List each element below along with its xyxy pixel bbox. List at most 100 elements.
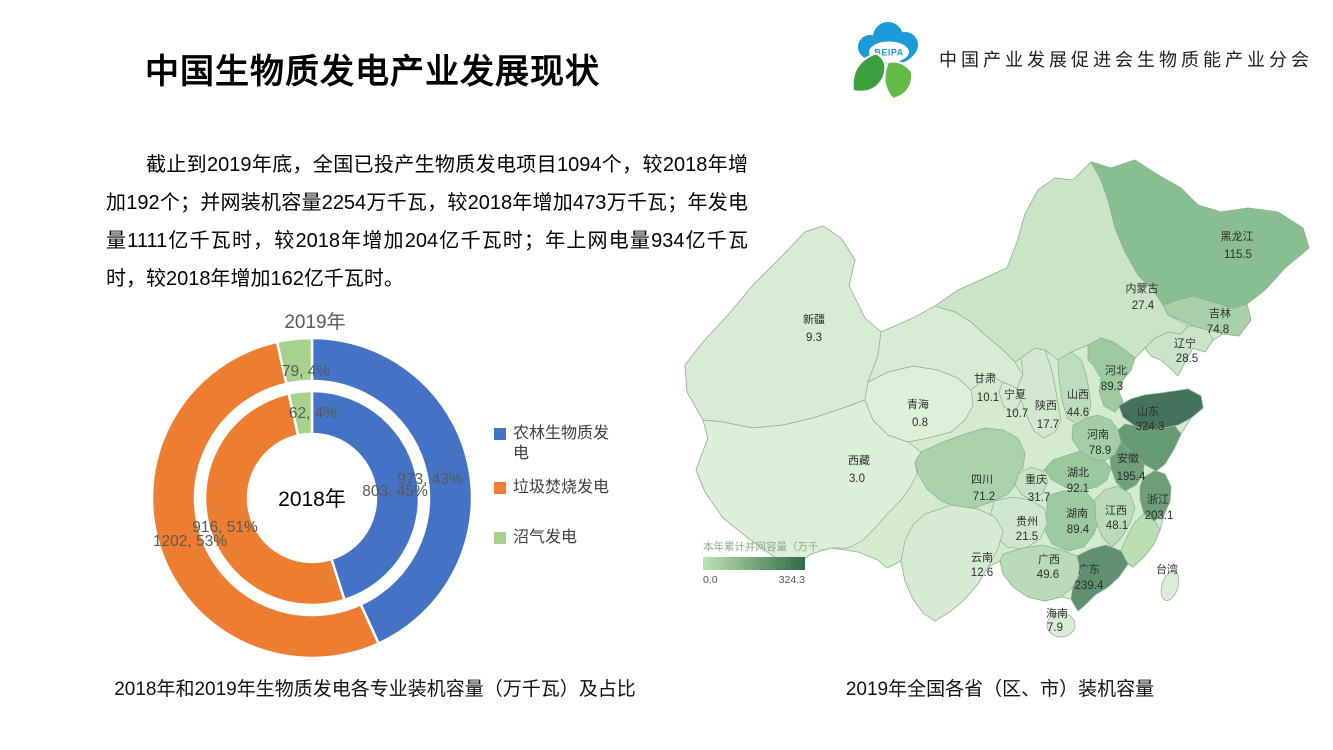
province-name-label: 广西: [1038, 553, 1060, 566]
province-value-label: 10.1: [977, 392, 999, 404]
province-name-label: 西藏: [848, 454, 870, 467]
donut-slice-inner-1: [203, 392, 346, 607]
province-value-label: 12.6: [971, 567, 993, 579]
province-shape: [684, 225, 882, 429]
province-name-label: 安徽: [1117, 451, 1139, 465]
province-shape: [1139, 470, 1172, 522]
province-shape: [900, 504, 1004, 622]
donut-slice-outer-2: [275, 336, 314, 386]
province-name-label: 新疆: [803, 312, 825, 326]
donut-chart-figure: 2019年 2018年 803, 45% 916, 51% 62, 4% 973, 43%…: [100, 310, 680, 670]
legend-swatch-green: [494, 532, 506, 544]
province-value-label: 27.4: [1132, 300, 1155, 312]
legend-swatch-orange: [494, 482, 506, 494]
province-value-label: 10.7: [1006, 408, 1028, 420]
map-legend-min-label: 0.0: [703, 574, 718, 586]
province-value-label: 92.1: [1067, 483, 1089, 495]
province-value-label: 74.8: [1207, 324, 1229, 336]
province-shape: [695, 399, 922, 568]
page-title: 中国生物质发电产业发展现状: [145, 53, 600, 91]
province-value-label: 17.7: [1037, 419, 1059, 431]
province-value-label: 89.3: [1101, 381, 1123, 393]
province-name-label: 广东: [1078, 563, 1100, 576]
province-value-label: 21.5: [1016, 531, 1038, 543]
donut-chart: 2019年 2018年 803, 45% 916, 51% 62, 4% 973, 43%…: [150, 311, 474, 660]
legend-label: 沼气发电: [513, 529, 578, 546]
donut-data-label-inner-2: 62, 4%: [289, 405, 337, 422]
map-legend-title: 本年累计并网容量（万千..: [703, 540, 824, 553]
province-shape: [1016, 347, 1062, 439]
province-name-label: 辽宁: [1174, 336, 1196, 350]
province-value-label: 44.6: [1067, 407, 1089, 419]
province-name-label: 黑龙江: [1221, 230, 1254, 243]
province-value-label: 31.7: [1028, 492, 1050, 504]
left-chart-caption: 2018年和2019年生物质发电各专业装机容量（万千瓦）及占比: [114, 679, 636, 700]
map-legend-gradient-bar: [703, 557, 805, 570]
leaf-icon: [851, 52, 914, 101]
beipa-text: BEIPA: [874, 48, 903, 58]
province-shape: [1162, 295, 1252, 337]
intro-paragraph: 截止到2019年底，全国已投产生物质发电项目1094个，较2018年增加192个…: [106, 154, 748, 290]
province-shape: [1070, 544, 1129, 612]
province-value-label: 28.5: [1176, 353, 1198, 365]
province-name-label: 陕西: [1035, 398, 1057, 412]
china-map-figure: 新疆 9.3 西藏 3.0 青海 0.8 甘肃 10.1 宁夏 10.7 陕西 17.7 山西 44.6 内…: [673, 120, 1333, 680]
donut-center-label-2018: 2018年: [278, 488, 346, 511]
map-legend-max-label: 324.3: [779, 574, 805, 586]
right-chart-caption: 2019年全国各省（区、市）装机容量: [845, 679, 1155, 700]
legend-item-waste-incineration: 垃圾焚烧发电: [494, 478, 613, 498]
province-value-label: 203.1: [1145, 510, 1174, 522]
donut-data-label-outer-1: 1202, 53%: [153, 533, 227, 550]
legend-item-agri-biomass: 农林生物质发电: [494, 424, 613, 464]
beipa-logo-icon: BEIPA: [851, 22, 918, 101]
province-value-label: 49.6: [1037, 569, 1059, 581]
province-value-label: 9.3: [806, 332, 822, 344]
province-shape: [999, 544, 1082, 602]
donut-slice-inner-2: [287, 389, 314, 437]
province-name-label: 海南: [1046, 606, 1068, 620]
legend-swatch-blue: [494, 428, 506, 440]
province-name-label: 湖北: [1067, 466, 1089, 479]
legend-label: 垃圾焚烧发电: [513, 479, 610, 496]
donut-data-label-outer-2: 79, 4%: [282, 363, 330, 380]
province-name-label: 贵州: [1016, 515, 1038, 528]
province-name-label: 山西: [1067, 388, 1089, 401]
province-name-label: 重庆: [1025, 472, 1047, 486]
province-value-label: 48.1: [1106, 520, 1128, 532]
legend-label: 农林生物质发电: [513, 425, 610, 462]
province-shape: [1144, 325, 1214, 377]
province-shape: [1109, 441, 1145, 492]
province-name-label: 宁夏: [1004, 387, 1026, 401]
china-choropleth-map: 新疆 9.3 西藏 3.0 青海 0.8 甘肃 10.1 宁夏 10.7 陕西 17.7 山西 44.6 内…: [684, 159, 1310, 638]
province-name-label: 云南: [971, 551, 993, 564]
province-shape: [1094, 485, 1136, 548]
province-value-label: 115.5: [1224, 249, 1252, 261]
province-value-label: 239.4: [1075, 580, 1104, 592]
province-shape: [1046, 612, 1076, 638]
province-name-label: 吉林: [1209, 306, 1231, 320]
province-shape: [1043, 450, 1112, 491]
province-name-label: 湖南: [1066, 507, 1088, 520]
province-shape: [1014, 466, 1049, 501]
donut-slice-inner-0: [310, 389, 421, 602]
donut-data-label-inner-1: 916, 51%: [192, 519, 258, 536]
province-name-label: 内蒙古: [1126, 281, 1159, 295]
province-shape: [1118, 388, 1204, 431]
donut-slice-outer-1: [150, 340, 380, 660]
province-value-label: 89.4: [1067, 524, 1090, 536]
province-name-label: 四川: [971, 474, 993, 486]
donut-title-2019: 2019年: [284, 311, 345, 333]
province-shape: [1160, 571, 1180, 601]
province-name-label: 江西: [1105, 504, 1127, 517]
province-value-label: 0.8: [912, 417, 928, 429]
province-value-label: 71.2: [973, 491, 995, 503]
province-name-label: 河南: [1087, 428, 1109, 441]
province-name-label: 浙江: [1147, 493, 1169, 506]
province-value-label: 78.9: [1089, 445, 1111, 457]
province-value-label: 7.9: [1047, 622, 1063, 634]
province-name-label: 河北: [1105, 364, 1127, 377]
donut-data-label-outer-0: 973, 43%: [397, 471, 463, 488]
province-shape: [1087, 337, 1136, 413]
org-logo: BEIPA 中国产业发展促进会生物质能产业分会: [841, 14, 1313, 104]
